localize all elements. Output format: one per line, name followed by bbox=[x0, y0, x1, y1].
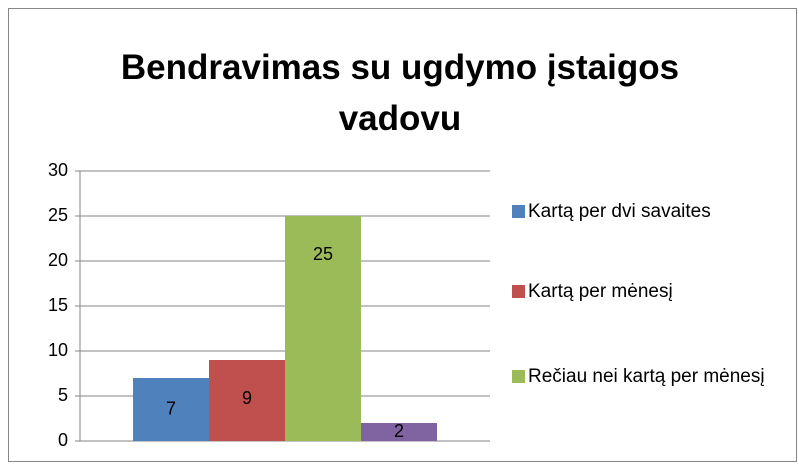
y-tick-label: 0 bbox=[58, 430, 68, 450]
chart-title: Bendravimas su ugdymo įstaigos vadovu bbox=[120, 48, 680, 138]
y-tick-label: 25 bbox=[48, 205, 68, 225]
data-label: 9 bbox=[242, 388, 252, 408]
data-label: 7 bbox=[166, 398, 176, 418]
y-tick-label: 15 bbox=[48, 295, 68, 315]
legend-label: Kartą per mėnesį bbox=[528, 281, 673, 302]
bar bbox=[209, 360, 285, 441]
legend-label: Rečiau nei kartą per mėnesį bbox=[528, 366, 765, 387]
y-tick-label: 30 bbox=[48, 160, 68, 180]
data-label: 2 bbox=[394, 421, 404, 441]
bar bbox=[285, 216, 361, 441]
y-tick-label: 5 bbox=[58, 385, 68, 405]
legend-item: Kartą per mėnesį bbox=[512, 276, 790, 308]
data-label: 25 bbox=[313, 244, 333, 264]
legend-swatch bbox=[512, 205, 525, 218]
legend-label: Kartą per dvi savaites bbox=[528, 201, 711, 222]
chart-border bbox=[8, 8, 797, 462]
y-tick-label: 20 bbox=[48, 250, 68, 270]
bar bbox=[361, 423, 437, 441]
y-tick-label: 10 bbox=[48, 340, 68, 360]
legend-swatch bbox=[512, 370, 525, 383]
legend-item: Rečiau nei kartą per mėnesį bbox=[512, 361, 790, 393]
legend-swatch bbox=[512, 285, 525, 298]
legend-item: Kartą per dvi savaites bbox=[512, 196, 790, 228]
bar bbox=[133, 378, 209, 441]
